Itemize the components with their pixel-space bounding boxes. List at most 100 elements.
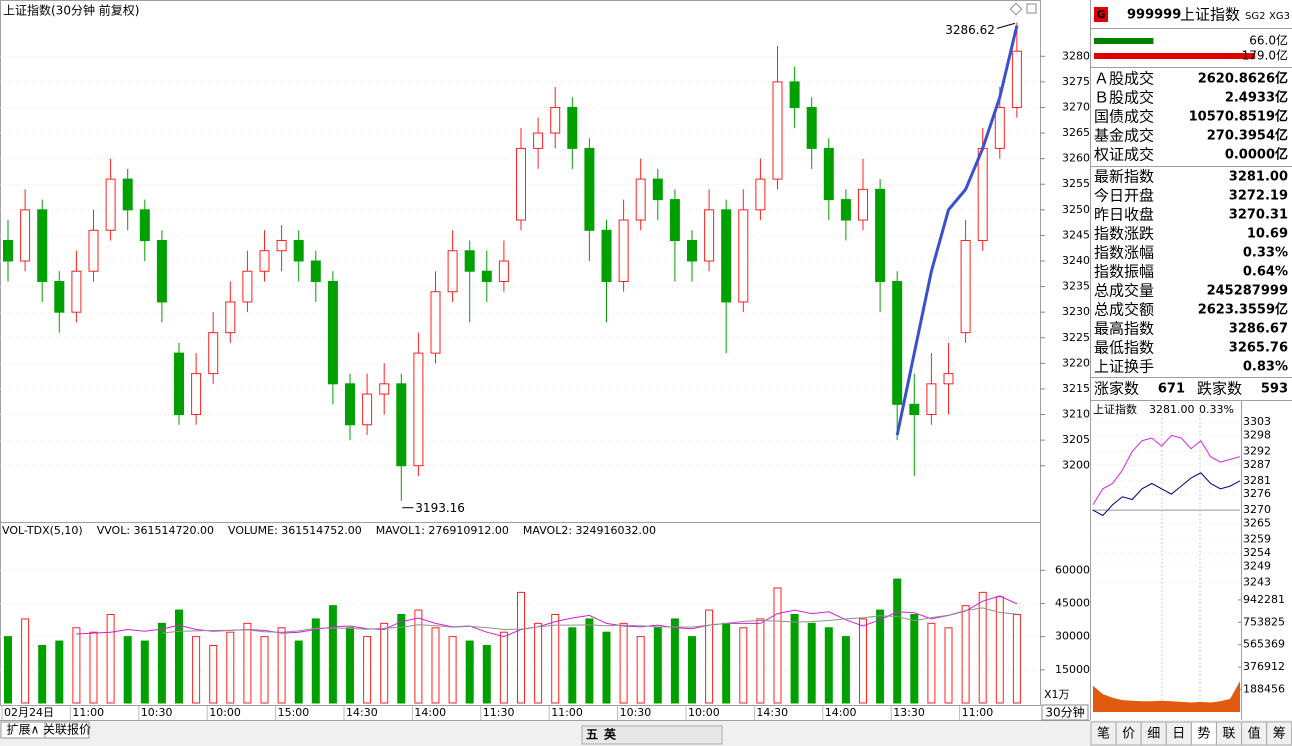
volume-bar bbox=[21, 618, 30, 704]
volume-bar bbox=[978, 591, 987, 704]
x-tick-label: 13:30 bbox=[893, 706, 925, 719]
period-box[interactable] bbox=[1041, 704, 1089, 721]
volume-bar bbox=[876, 609, 885, 704]
tab-label[interactable]: 扩展∧ bbox=[7, 723, 40, 737]
volume-bar bbox=[824, 627, 833, 704]
volume-bar bbox=[277, 627, 286, 704]
y-tick-label: 3292 bbox=[1243, 444, 1271, 457]
volume-bar bbox=[380, 622, 389, 704]
y-tick-label: 3205 bbox=[1062, 433, 1090, 446]
row-label: 总成交额 bbox=[1094, 301, 1154, 319]
toolbar-item[interactable]: 英 bbox=[604, 727, 617, 742]
side-tab-label[interactable]: 筹 bbox=[1273, 726, 1286, 742]
tag: XG3 bbox=[1269, 11, 1290, 22]
candle-body bbox=[293, 240, 304, 262]
y-tick-label: 3200 bbox=[1062, 459, 1090, 472]
side-tab-label[interactable]: 势 bbox=[1197, 726, 1210, 742]
flow-bar bbox=[1094, 53, 1256, 59]
row-value: 3270.31 bbox=[1229, 208, 1288, 223]
candle-body bbox=[88, 229, 99, 272]
candle-body bbox=[618, 219, 629, 282]
row-label: 国债成交 bbox=[1094, 108, 1154, 126]
side-tab-label[interactable]: 联 bbox=[1222, 727, 1235, 742]
candle-body bbox=[430, 291, 441, 354]
badge: G bbox=[1096, 8, 1105, 21]
candle-body bbox=[276, 240, 287, 252]
tab-label[interactable]: 关联报价 bbox=[43, 722, 91, 737]
candle-body bbox=[721, 209, 732, 303]
row-value: 10570.8519亿 bbox=[1189, 109, 1288, 125]
candle-body bbox=[396, 383, 407, 467]
volume-bar bbox=[157, 622, 166, 704]
candle-body bbox=[823, 147, 834, 201]
x-tick-label: 11:00 bbox=[551, 706, 583, 719]
candle-body bbox=[174, 352, 184, 416]
indicator-legend: MAVOL2: 324916032.00 bbox=[523, 524, 656, 537]
candle-body bbox=[994, 106, 1005, 149]
mini-line bbox=[1092, 472, 1241, 517]
y-tick-label: 3265 bbox=[1062, 126, 1090, 139]
volume-bar bbox=[995, 596, 1004, 704]
y-tick-label: 3215 bbox=[1062, 382, 1090, 395]
indicator-legend: VOL-TDX(5,10) bbox=[2, 524, 83, 537]
volume-bar bbox=[807, 622, 816, 704]
side-tab-label[interactable]: 细 bbox=[1147, 727, 1160, 742]
x-tick-label: 14:30 bbox=[346, 706, 378, 719]
y-tick-label: 3240 bbox=[1062, 254, 1090, 267]
candle-body bbox=[875, 188, 886, 282]
candle-body bbox=[71, 270, 82, 313]
volume-bar bbox=[55, 640, 64, 704]
side-tab-label[interactable]: 日 bbox=[1172, 727, 1185, 742]
side-tab-label[interactable]: 价 bbox=[1122, 727, 1135, 742]
icon[interactable] bbox=[1026, 3, 1037, 14]
row-label: Ａ股成交 bbox=[1094, 70, 1154, 88]
y-tick-label: 3225 bbox=[1062, 331, 1090, 344]
volume-bar bbox=[465, 640, 474, 704]
candle-body bbox=[413, 352, 424, 467]
candle-body bbox=[789, 81, 800, 108]
volume-bar bbox=[209, 644, 218, 704]
candle-body bbox=[20, 209, 31, 262]
mini-change: 0.33% bbox=[1199, 403, 1234, 416]
candle-body bbox=[225, 301, 236, 334]
candle-body bbox=[601, 229, 612, 282]
y-tick-label: 15000 bbox=[1055, 663, 1090, 676]
indicator-legend: VOLUME: 361514752.00 bbox=[228, 524, 362, 537]
toolbar-item[interactable]: 五 bbox=[586, 728, 598, 742]
volume-bar bbox=[140, 640, 149, 704]
candle-body bbox=[669, 199, 680, 242]
icon[interactable] bbox=[1009, 2, 1023, 16]
y-tick-label: 3220 bbox=[1062, 356, 1090, 369]
volume-bar bbox=[414, 609, 423, 704]
period[interactable]: 30分钟 bbox=[1045, 705, 1084, 720]
x-tick-label: 14:00 bbox=[414, 706, 446, 719]
row-label: 指数振幅 bbox=[1094, 263, 1154, 281]
candle-body bbox=[362, 393, 373, 426]
candle-body bbox=[772, 81, 783, 180]
y-tick-label: 45000 bbox=[1055, 596, 1090, 609]
y-tick-label: 3249 bbox=[1243, 559, 1271, 572]
volume-bar bbox=[773, 587, 782, 704]
code: 999999 bbox=[1127, 8, 1181, 23]
row-label: 最低指数 bbox=[1094, 339, 1154, 357]
row-value: 2623.3559亿 bbox=[1198, 302, 1288, 318]
side-tab-label[interactable]: 笔 bbox=[1097, 726, 1110, 742]
row-value: 0.64% bbox=[1243, 265, 1288, 280]
candle-body bbox=[3, 240, 13, 262]
tab[interactable] bbox=[44, 721, 90, 739]
y-tick-label: 3210 bbox=[1062, 408, 1090, 421]
chart-title: 上证指数(30分钟 前复权) bbox=[3, 3, 139, 18]
x-tick-label: 11:00 bbox=[72, 706, 104, 719]
candle-body bbox=[755, 178, 766, 211]
volume-bar bbox=[1012, 614, 1021, 704]
candle-body bbox=[533, 132, 544, 149]
row-label: 基金成交 bbox=[1094, 127, 1154, 145]
x-tick-label: 10:00 bbox=[209, 706, 241, 719]
x-tick-label: 11:30 bbox=[483, 706, 515, 719]
y-tick-label: 3243 bbox=[1243, 575, 1271, 588]
candle-body bbox=[54, 280, 65, 313]
y-tick-label: 3235 bbox=[1062, 280, 1090, 293]
side-tab-label[interactable]: 值 bbox=[1248, 726, 1261, 742]
breadth-label: 涨家数 bbox=[1094, 380, 1139, 398]
